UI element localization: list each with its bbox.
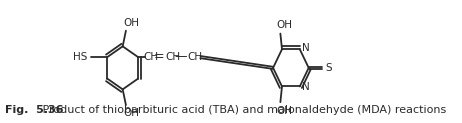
Text: CH: CH: [187, 52, 202, 62]
Text: S: S: [326, 63, 332, 73]
Text: CH: CH: [165, 52, 181, 62]
Text: Product of thiobarbituric acid (TBA) and malonaldehyde (MDA) reactions: Product of thiobarbituric acid (TBA) and…: [39, 105, 447, 115]
Text: OH: OH: [123, 18, 140, 28]
Text: CH: CH: [144, 52, 158, 62]
Text: OH: OH: [123, 108, 140, 118]
Text: OH: OH: [276, 20, 292, 30]
Text: HS: HS: [73, 52, 88, 62]
Text: =: =: [154, 50, 164, 63]
Text: N: N: [302, 82, 310, 92]
Text: OH: OH: [276, 106, 292, 116]
Text: Fig.  5.36: Fig. 5.36: [6, 105, 64, 115]
Text: N: N: [302, 43, 310, 53]
Text: —: —: [175, 50, 187, 63]
